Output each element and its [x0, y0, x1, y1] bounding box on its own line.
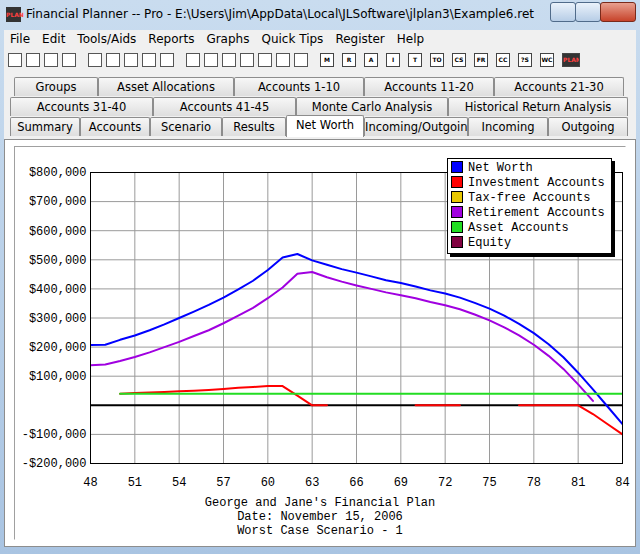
html-text:?S: ?S — [521, 56, 529, 63]
html-text:PLAN: PLAN — [563, 56, 581, 63]
html-text:Incoming: Incoming — [481, 120, 535, 134]
html-text:Register: Register — [335, 32, 385, 46]
html-text:Help: Help — [396, 32, 425, 46]
html-text:Asset Accounts: Asset Accounts — [468, 221, 569, 235]
html-text:Accounts 1-10: Accounts 1-10 — [257, 80, 341, 94]
html-text:Accounts 31-40: Accounts 31-40 — [36, 100, 127, 114]
html-text:Date: November 15, 2006: Date: November 15, 2006 — [237, 510, 403, 524]
html-text:Outgoing: Outgoing — [561, 120, 615, 134]
html-text:M: M — [324, 56, 330, 63]
svg-text:60: 60 — [261, 476, 275, 490]
svg-text:$200,000: $200,000 — [29, 341, 87, 355]
html-text:A: A — [368, 56, 374, 63]
html-text:CC: CC — [498, 56, 508, 63]
svg-text:78: 78 — [527, 476, 541, 490]
svg-text:$400,000: $400,000 — [29, 283, 87, 297]
html-text:Accounts 21-30: Accounts 21-30 — [514, 80, 604, 94]
html-text:Graphs: Graphs — [206, 32, 250, 46]
html-text:Accounts 41-45: Accounts 41-45 — [179, 100, 270, 114]
html-text:Investment Accounts: Investment Accounts — [468, 176, 605, 190]
svg-text:$700,000: $700,000 — [29, 195, 87, 209]
html-text:CS: CS — [454, 56, 464, 63]
svg-text:69: 69 — [394, 476, 408, 490]
html-text:Tools/Aids: Tools/Aids — [77, 32, 137, 46]
html-text:T: T — [413, 56, 417, 63]
html-text:TO: TO — [432, 56, 442, 63]
svg-text:$100,000: $100,000 — [29, 370, 87, 384]
svg-text:57: 57 — [216, 476, 230, 490]
svg-text:51: 51 — [128, 476, 142, 490]
html-text:Results: Results — [233, 120, 275, 134]
html-text:Monte Carlo Analysis: Monte Carlo Analysis — [311, 100, 433, 114]
svg-text:$300,000: $300,000 — [29, 312, 87, 326]
html-text:Summary: Summary — [17, 120, 73, 134]
html-text:Reports: Reports — [148, 32, 195, 46]
html-text:Asset Allocations: Asset Allocations — [117, 80, 215, 94]
html-text:Edit: Edit — [42, 32, 66, 46]
html-text:Groups: Groups — [35, 80, 77, 94]
svg-text:-$200,000: -$200,000 — [22, 457, 87, 471]
svg-text:$600,000: $600,000 — [29, 225, 87, 239]
html-text:Historical Return Analysis: Historical Return Analysis — [464, 100, 612, 114]
html-text:Retirement Accounts: Retirement Accounts — [468, 206, 605, 220]
html-text:George and Jane's Financial Pl: George and Jane's Financial Plan — [204, 496, 436, 510]
html-text:PLAN Financial Planner -- Pro: PLAN Financial Planner -- Pro - E:\Users… — [6, 7, 534, 21]
html-text:Tax-free Accounts: Tax-free Accounts — [468, 191, 591, 205]
svg-text:54: 54 — [172, 476, 186, 490]
html-text:Scenario: Scenario — [161, 120, 211, 134]
svg-text:$800,000: $800,000 — [29, 166, 87, 180]
html-text:Net Worth: Net Worth — [295, 118, 354, 132]
html-text:Equity: Equity — [468, 236, 512, 250]
svg-text:75: 75 — [482, 476, 496, 490]
html-text:R: R — [346, 56, 352, 63]
html-text:Worst Case Scenario - 1: Worst Case Scenario - 1 — [237, 524, 403, 538]
svg-text:84: 84 — [615, 476, 629, 490]
html-text:File: File — [10, 32, 31, 46]
html-text:FR: FR — [476, 56, 486, 63]
svg-text:72: 72 — [438, 476, 452, 490]
svg-text:$500,000: $500,000 — [29, 254, 87, 268]
svg-text:66: 66 — [349, 476, 363, 490]
svg-text:63: 63 — [305, 476, 319, 490]
svg-text:81: 81 — [571, 476, 585, 490]
html-text:Accounts 11-20: Accounts 11-20 — [384, 80, 474, 94]
svg-text:-$100,000: -$100,000 — [22, 428, 87, 442]
html-text:Net Worth: Net Worth — [468, 161, 533, 175]
html-text:I: I — [391, 56, 395, 63]
svg-text:48: 48 — [83, 476, 97, 490]
html-text:Quick Tips: Quick Tips — [261, 32, 324, 46]
html-text:WC: WC — [541, 56, 553, 63]
html-text:Accounts: Accounts — [88, 120, 142, 134]
